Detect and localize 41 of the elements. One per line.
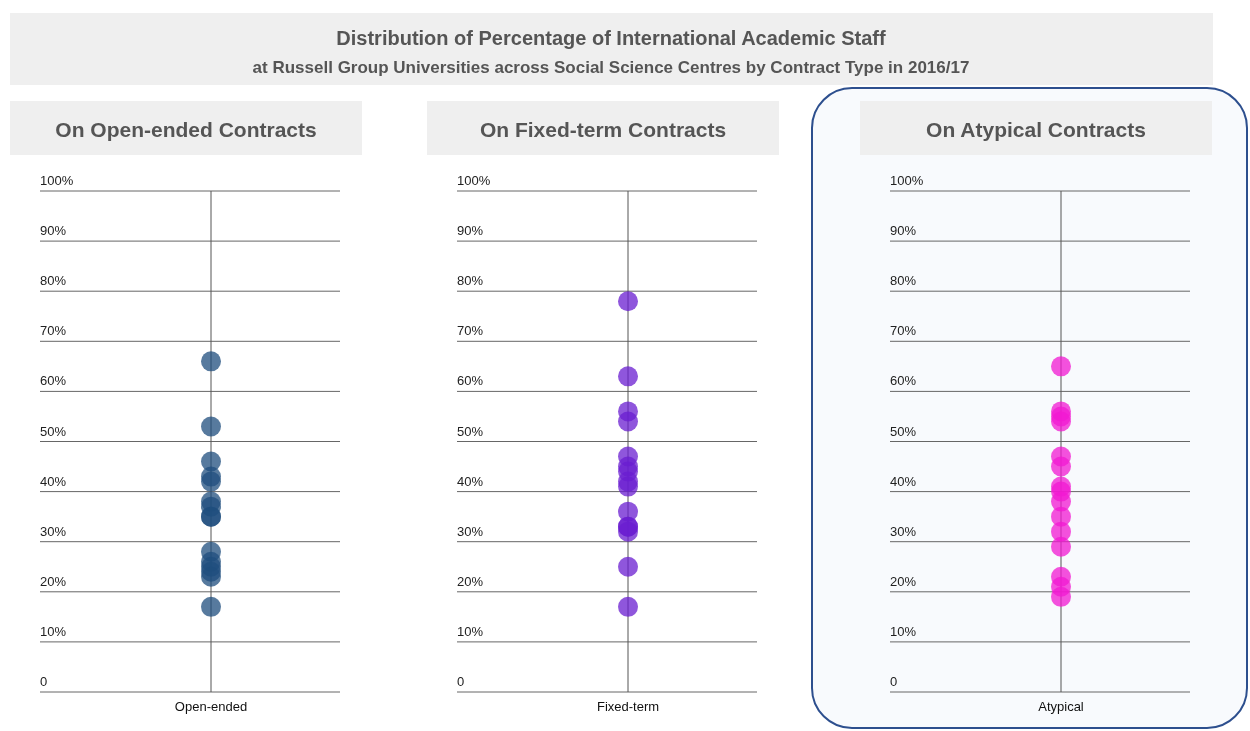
y-tick-label: 30% [890, 523, 917, 539]
y-tick-label: 80% [40, 273, 67, 289]
y-tick-label: 90% [457, 223, 484, 239]
y-tick-label: 30% [40, 523, 67, 539]
chart-title: On Atypical Contracts [926, 118, 1146, 141]
y-tick-label: 60% [40, 373, 67, 389]
y-tick-label: 10% [40, 623, 67, 639]
y-tick-label: 20% [457, 573, 484, 589]
y-tick-label: 100% [40, 173, 74, 188]
x-tick-label: Open-ended [174, 699, 248, 714]
y-tick-label: 10% [457, 623, 484, 639]
y-tick-label: 90% [890, 223, 917, 239]
y-tick-label: 10% [890, 623, 917, 639]
y-tick-label: 60% [457, 373, 484, 389]
text: at Russell Group Universities across Social Science Centres by Contract Type in 2016/17 [252, 58, 970, 77]
y-tick-label: 50% [890, 423, 917, 439]
y-tick-label: 50% [40, 423, 67, 439]
y-tick-label: 40% [40, 473, 67, 489]
y-tick-label: 70% [457, 323, 484, 339]
y-tick-label: 60% [890, 373, 917, 389]
x-tick-label: Fixed-term [596, 699, 660, 714]
y-tick-label: 40% [457, 473, 484, 489]
y-tick-label: 70% [40, 323, 67, 339]
text: Distribution of Percentage of International Academic Staff [336, 27, 886, 49]
y-tick-label: 20% [40, 573, 67, 589]
y-tick-label: 0 [40, 674, 48, 689]
y-tick-label: 40% [890, 473, 917, 489]
chart-title: On Open-ended Contracts [55, 118, 317, 141]
y-tick-label: 90% [40, 223, 67, 239]
y-tick-label: 0 [890, 674, 898, 689]
y-tick-label: 50% [457, 423, 484, 439]
y-tick-label: 0 [457, 674, 465, 689]
x-tick-label: Atypical [1038, 699, 1084, 714]
y-tick-label: 30% [457, 523, 484, 539]
chart-title: On Fixed-term Contracts [479, 118, 727, 141]
y-tick-label: 20% [890, 573, 917, 589]
y-tick-label: 100% [457, 173, 491, 188]
y-tick-label: 80% [890, 273, 917, 289]
y-tick-label: 100% [890, 173, 924, 188]
y-tick-label: 70% [890, 323, 917, 339]
y-tick-label: 80% [457, 273, 484, 289]
